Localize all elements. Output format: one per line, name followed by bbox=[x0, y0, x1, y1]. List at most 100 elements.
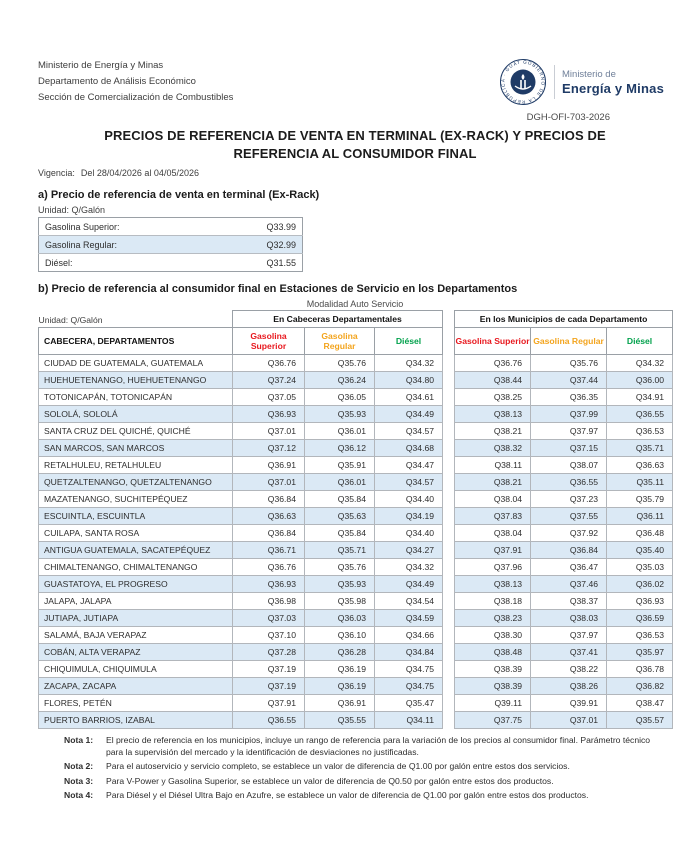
price-cabecera: Q37.19 bbox=[232, 677, 305, 695]
price-municipio: Q36.53 bbox=[606, 626, 674, 644]
price-municipio: Q38.04 bbox=[454, 490, 532, 508]
price-municipio: Q36.55 bbox=[530, 473, 608, 491]
table-row: CHIMALTENANGO, CHIMALTENANGO Q36.76 Q35.76… bbox=[38, 558, 674, 576]
price-municipio: Q37.91 bbox=[454, 541, 532, 559]
department-name: SANTA CRUZ DEL QUICHÉ, QUICHÉ bbox=[38, 422, 233, 440]
price-cabecera: Q35.93 bbox=[304, 575, 375, 593]
table-gap bbox=[442, 660, 455, 678]
price-municipio: Q35.11 bbox=[606, 473, 674, 491]
price-cabecera: Q36.98 bbox=[232, 592, 305, 610]
price-municipio: Q36.63 bbox=[606, 456, 674, 474]
ministry-logo: GOBIERNO DE LA REPÚBLICA · GUATEMALA · M… bbox=[497, 54, 664, 106]
department-name: GUASTATOYA, EL PROGRESO bbox=[38, 575, 233, 593]
price-cabecera: Q37.03 bbox=[232, 609, 305, 627]
table-gap bbox=[442, 439, 455, 457]
price-cabecera: Q37.10 bbox=[232, 626, 305, 644]
price-municipio: Q38.44 bbox=[454, 371, 532, 389]
price-cabecera: Q37.05 bbox=[232, 388, 305, 406]
price-municipio: Q38.39 bbox=[454, 677, 532, 695]
column-header-regular-cab: Gasolina Regular bbox=[304, 327, 375, 355]
price-cabecera: Q36.55 bbox=[232, 711, 305, 729]
department-name: COBÁN, ALTA VERAPAZ bbox=[38, 643, 233, 661]
price-municipio: Q36.48 bbox=[606, 524, 674, 542]
department-name: JALAPA, JALAPA bbox=[38, 592, 233, 610]
price-cabecera: Q36.91 bbox=[304, 694, 375, 712]
price-municipio: Q37.83 bbox=[454, 507, 532, 525]
price-municipio: Q36.84 bbox=[530, 541, 608, 559]
logo-line-2: Energía y Minas bbox=[562, 80, 664, 96]
table-row: ANTIGUA GUATEMALA, SACATEPÉQUEZ Q36.71 Q35… bbox=[38, 541, 674, 559]
price-municipio: Q39.91 bbox=[530, 694, 608, 712]
price-cabecera: Q36.93 bbox=[232, 575, 305, 593]
department-name: RETALHULEU, RETALHULEU bbox=[38, 456, 233, 474]
table-row: JUTIAPA, JUTIAPA Q37.03 Q36.03 Q34.59 Q38.23… bbox=[38, 609, 674, 627]
department-name: CIUDAD DE GUATEMALA, GUATEMALA bbox=[38, 354, 233, 372]
table-gap bbox=[442, 677, 455, 695]
table-gap bbox=[442, 507, 455, 525]
note-label: Nota 1: bbox=[64, 735, 94, 745]
table-row: QUETZALTENANGO, QUETZALTENANGO Q37.01 Q36.… bbox=[38, 473, 674, 491]
price-municipio: Q39.11 bbox=[454, 694, 532, 712]
table-gap bbox=[442, 473, 455, 491]
price-municipio: Q36.55 bbox=[606, 405, 674, 423]
price-municipio: Q38.21 bbox=[454, 422, 532, 440]
org-line-2: Departamento de Análisis Económico bbox=[38, 76, 196, 87]
price-cabecera: Q36.91 bbox=[232, 456, 305, 474]
org-line-1: Ministerio de Energía y Minas bbox=[38, 60, 164, 71]
table-gap bbox=[442, 327, 455, 355]
price-municipio: Q37.01 bbox=[530, 711, 608, 729]
department-name: TOTONICAPÁN, TOTONICAPÁN bbox=[38, 388, 233, 406]
price-cabecera: Q36.19 bbox=[304, 677, 375, 695]
table-row: ZACAPA, ZACAPA Q37.19 Q36.19 Q34.75 Q38.39 Q3… bbox=[38, 677, 674, 695]
price-cabecera: Q35.93 bbox=[304, 405, 375, 423]
table-gap bbox=[442, 711, 455, 729]
department-name: PUERTO BARRIOS, IZABAL bbox=[38, 711, 233, 729]
price-municipio: Q35.79 bbox=[606, 490, 674, 508]
column-header-superior-cab: Gasolina Superior bbox=[232, 327, 305, 355]
fuel-price: Q31.55 bbox=[170, 253, 303, 272]
price-cabecera: Q36.71 bbox=[232, 541, 305, 559]
fuel-label: Gasolina Superior: bbox=[45, 221, 120, 232]
department-name: SOLOLÁ, SOLOLÁ bbox=[38, 405, 233, 423]
price-municipio: Q36.76 bbox=[454, 354, 532, 372]
price-municipio: Q38.22 bbox=[530, 660, 608, 678]
section-b-unit-label: Unidad: Q/Galón bbox=[38, 315, 103, 325]
price-municipio: Q35.76 bbox=[530, 354, 608, 372]
table-gap bbox=[442, 575, 455, 593]
price-cabecera: Q37.01 bbox=[232, 422, 305, 440]
section-a-heading: a) Precio de referencia de venta en term… bbox=[38, 189, 320, 201]
price-municipio: Q37.44 bbox=[530, 371, 608, 389]
price-municipio: Q36.59 bbox=[606, 609, 674, 627]
price-cabecera: Q34.68 bbox=[373, 439, 444, 457]
ministry-seal-icon: GOBIERNO DE LA REPÚBLICA · GUATEMALA · bbox=[497, 54, 547, 106]
price-cabecera: Q37.19 bbox=[232, 660, 305, 678]
price-cabecera: Q34.75 bbox=[373, 660, 444, 678]
section-b-heading: b) Precio de referencia al consumidor fi… bbox=[38, 283, 518, 295]
note-item: Nota 2: Para el autoservicio y servicio c… bbox=[64, 761, 664, 773]
price-cabecera: Q36.19 bbox=[304, 660, 375, 678]
department-name: QUETZALTENANGO, QUETZALTENANGO bbox=[38, 473, 233, 491]
price-cabecera: Q34.49 bbox=[373, 575, 444, 593]
table-row: ESCUINTLA, ESCUINTLA Q36.63 Q35.63 Q34.19 Q3… bbox=[38, 507, 674, 525]
column-header-diesel-cab: Diésel bbox=[373, 327, 444, 355]
price-municipio: Q38.39 bbox=[454, 660, 532, 678]
column-header-diesel-mun: Diésel bbox=[606, 327, 674, 355]
price-municipio: Q35.97 bbox=[606, 643, 674, 661]
price-cabecera: Q36.84 bbox=[232, 524, 305, 542]
table-gap bbox=[442, 371, 455, 389]
price-cabecera: Q36.76 bbox=[232, 558, 305, 576]
table-gap bbox=[442, 626, 455, 644]
price-cabecera: Q36.76 bbox=[232, 354, 305, 372]
note-item: Nota 1: El precio de referencia en los mu… bbox=[64, 735, 664, 758]
logo-divider bbox=[554, 65, 556, 99]
table-gap bbox=[442, 524, 455, 542]
price-cabecera: Q34.19 bbox=[373, 507, 444, 525]
note-item: Nota 4: Para Diésel y el Diésel Ultra Baj… bbox=[64, 790, 664, 802]
price-municipio: Q36.35 bbox=[530, 388, 608, 406]
department-name: FLORES, PETÉN bbox=[38, 694, 233, 712]
document-reference: DGH-OFI-703-2026 bbox=[526, 112, 610, 123]
department-name: JUTIAPA, JUTIAPA bbox=[38, 609, 233, 627]
price-municipio: Q36.11 bbox=[606, 507, 674, 525]
price-cabecera: Q34.40 bbox=[373, 490, 444, 508]
